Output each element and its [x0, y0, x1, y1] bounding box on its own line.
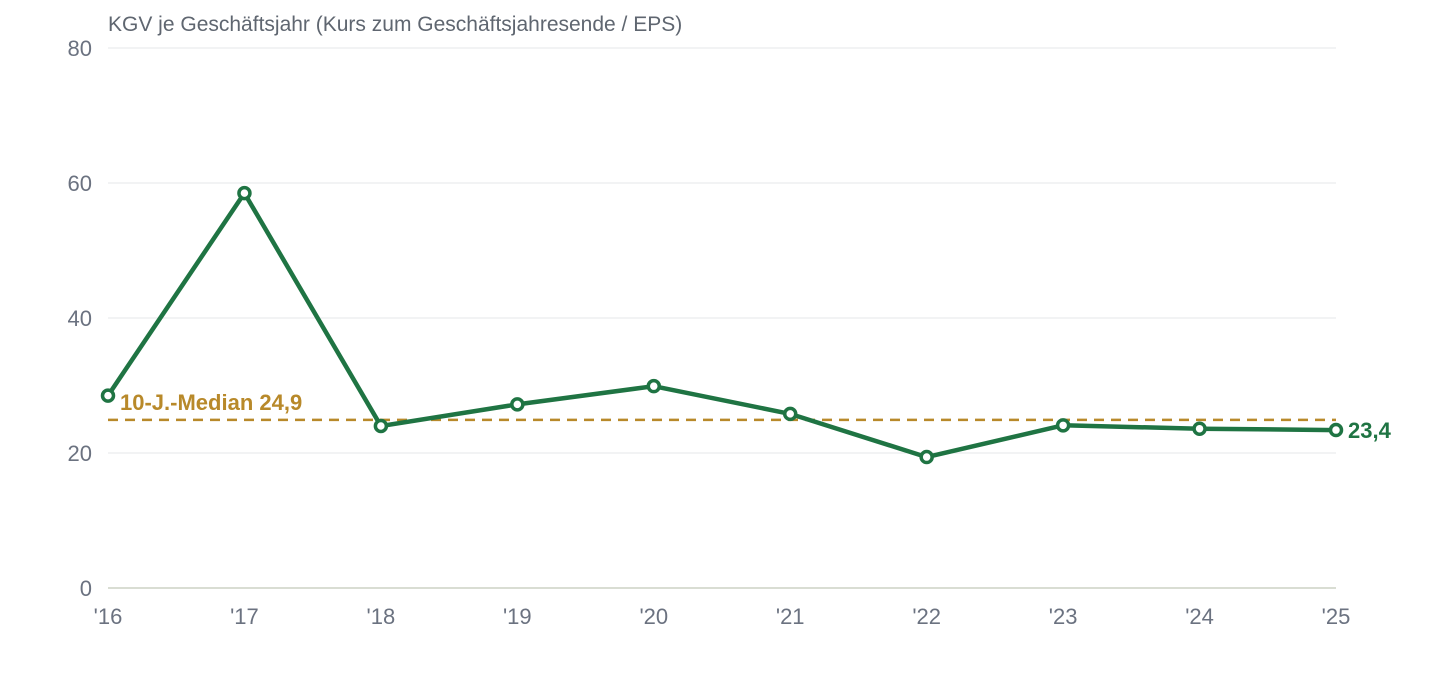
x-tick-label: '24 [1185, 604, 1214, 629]
chart-title: KGV je Geschäftsjahr (Kurs zum Geschäfts… [108, 13, 682, 36]
data-point [782, 406, 798, 422]
x-tick-label: '17 [230, 604, 259, 629]
data-point [373, 418, 389, 434]
label-layer: 23,4 [1348, 418, 1392, 443]
data-point [646, 378, 662, 394]
data-point [1328, 422, 1344, 438]
x-tick-label: '16 [94, 604, 123, 629]
y-axis-ticks: 0 20 40 60 80 [68, 36, 92, 601]
data-point [919, 449, 934, 465]
last-value-label: 23,4 [1348, 418, 1392, 443]
y-tick-label: 40 [68, 306, 92, 331]
x-tick-label: '18 [367, 604, 396, 629]
grid-layer [108, 47, 1336, 589]
y-tick-label: 80 [68, 36, 92, 61]
x-tick-label: '20 [639, 604, 668, 629]
x-tick-label: '21 [776, 604, 805, 629]
data-point [1192, 421, 1207, 436]
x-axis-ticks: '16 '17 '18 '19 '20 '21 '22 '23 '24 '25 [94, 604, 1351, 629]
x-tick-label: '25 [1322, 604, 1351, 629]
median-label: 10-J.-Median 24,9 [120, 390, 302, 415]
y-tick-label: 0 [80, 576, 92, 601]
x-tick-label: '19 [503, 604, 532, 629]
data-point [1055, 418, 1071, 433]
y-tick-label: 20 [68, 441, 92, 466]
x-tick-label: '23 [1049, 604, 1078, 629]
series-layer [100, 185, 1344, 465]
median-layer: 10-J.-Median 24,9 [108, 390, 1336, 422]
data-point [100, 388, 116, 403]
y-tick-label: 60 [68, 171, 92, 196]
data-point [510, 397, 525, 412]
series-line [105, 190, 1339, 460]
x-tick-label: '22 [912, 604, 941, 629]
data-point [237, 185, 252, 201]
